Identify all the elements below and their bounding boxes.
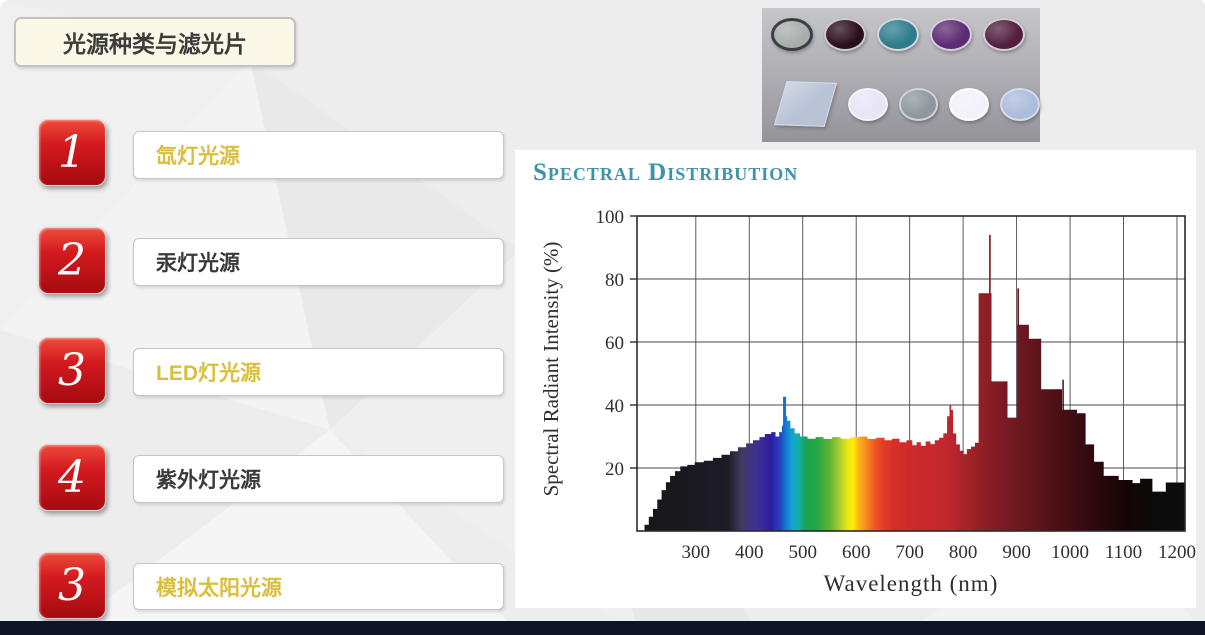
svg-text:1000: 1000 [1051,542,1089,563]
gray-filter [898,87,939,121]
purple-filter [930,18,972,51]
item-5-label: 模拟太阳光源 [133,563,504,610]
square-glass-filter [773,81,837,127]
lavender-filter [847,87,888,121]
spectral-chart-panel: Spectral Distribution Spectral Radiant I… [515,150,1196,608]
item-4-number-badge: 4 [38,444,106,511]
svg-text:100: 100 [596,207,625,228]
bottom-accent-bar [0,621,1205,635]
svg-text:60: 60 [605,333,624,354]
filter-row-1 [762,18,1040,51]
spectrum-area [637,293,1185,531]
white-filter [949,87,990,121]
svg-text:1200: 1200 [1158,542,1196,563]
dark-maroon-filter [824,18,866,51]
item-1-label: 氙灯光源 [133,131,504,179]
plum-filter [983,18,1025,51]
svg-text:800: 800 [949,542,978,563]
item-2-number-badge: 2 [38,227,106,294]
filter-row-2 [762,81,1040,127]
svg-text:300: 300 [682,542,711,563]
svg-text:1100: 1100 [1105,542,1142,563]
svg-text:600: 600 [842,542,871,563]
gray-nd-filter [771,18,813,51]
chart-x-axis-label: Wavelength (nm) [823,571,999,596]
item-5-number-badge: 3 [38,552,106,619]
slide-title: 光源种类与滤光片 [14,17,296,67]
item-2-label: 汞灯光源 [133,238,504,286]
svg-text:80: 80 [605,270,624,291]
item-1-number-badge: 1 [38,119,106,186]
chart-title: Spectral Distribution [533,159,799,186]
filter-image [762,8,1040,142]
chart-y-axis-label: Spectral Radiant Intensity (%) [539,241,563,497]
teal-filter [877,18,919,51]
svg-text:400: 400 [735,542,764,563]
light-blue-filter [1000,87,1040,121]
svg-text:40: 40 [605,396,624,417]
svg-text:700: 700 [895,542,924,563]
svg-text:500: 500 [788,542,817,563]
spectral-chart-svg: 20 40 60 80 100 300 400 500 600 700 800 900 1000 1100… [596,207,1196,563]
item-3-number-badge: 3 [38,337,106,404]
svg-text:900: 900 [1002,542,1031,563]
item-4-label: 紫外灯光源 [133,455,504,503]
item-3-label: LED灯光源 [133,348,504,396]
svg-text:20: 20 [605,459,624,480]
